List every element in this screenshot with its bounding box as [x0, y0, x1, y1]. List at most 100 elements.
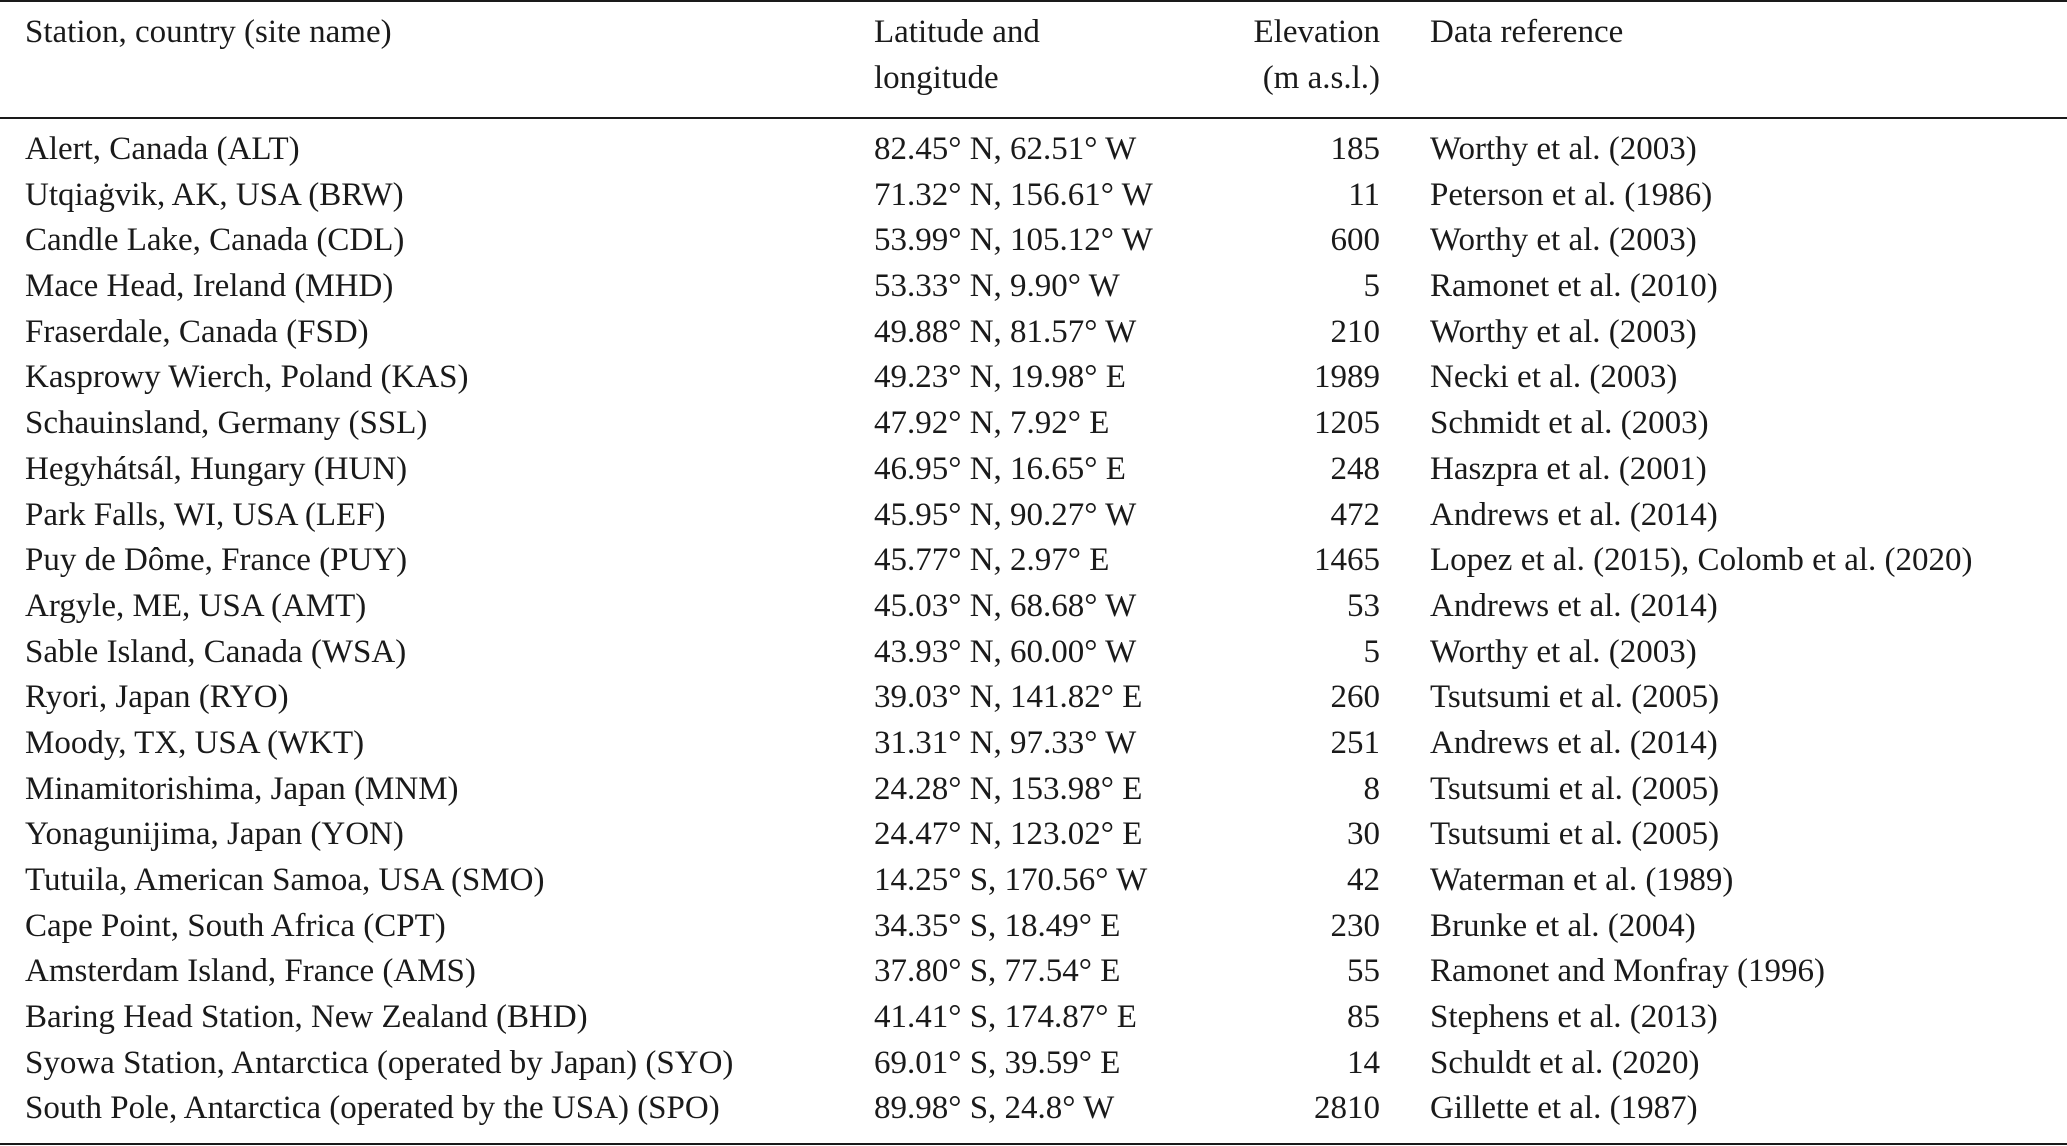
station-cell: Puy de Dôme, France (PUY)	[25, 542, 408, 579]
reference-cell: Haszpra et al. (2001)	[1430, 450, 1707, 487]
table-row: Minamitorishima, Japan (MNM) 24.28° N, 15…	[0, 767, 2067, 813]
elevation-cell: 55	[1347, 953, 1380, 990]
header-reference: Data reference	[1430, 9, 2030, 55]
elevation-cell: 14	[1347, 1044, 1380, 1081]
table-row: Argyle, ME, USA (AMT) 45.03° N, 68.68° W 5…	[0, 584, 2067, 630]
station-cell: Alert, Canada (ALT)	[25, 131, 300, 167]
reference-cell: Brunke et al. (2004)	[1430, 907, 1696, 944]
table-body: Alert, Canada (ALT) 82.45° N, 62.51° W 185…	[0, 127, 2067, 1132]
table-bottom-rule	[0, 1143, 2067, 1145]
elevation-cell: 1205	[1314, 405, 1380, 442]
station-cell: Candle Lake, Canada (CDL)	[25, 222, 405, 259]
station-cell: Amsterdam Island, France (AMS)	[25, 953, 476, 990]
latlon-cell: 82.45° N, 62.51° W	[874, 131, 1137, 167]
reference-cell: Tsutsumi et al. (2005)	[1430, 679, 1720, 716]
reference-cell: Tsutsumi et al. (2005)	[1430, 770, 1720, 807]
station-cell: Sable Island, Canada (WSA)	[25, 633, 407, 670]
header-station: Station, country (site name)	[25, 9, 845, 55]
table-row: Alert, Canada (ALT) 82.45° N, 62.51° W 185…	[0, 127, 2067, 173]
latlon-cell: 69.01° S, 39.59° E	[874, 1044, 1121, 1081]
elevation-cell: 8	[1363, 770, 1381, 807]
station-cell: Fraserdale, Canada (FSD)	[25, 313, 369, 350]
table-row: South Pole, Antarctica (operated by the …	[0, 1086, 2067, 1132]
reference-cell: Tsutsumi et al. (2005)	[1430, 816, 1720, 853]
elevation-cell: 230	[1330, 907, 1381, 944]
latlon-cell: 71.32° N, 156.61° W	[874, 176, 1153, 213]
table-row: Candle Lake, Canada (CDL) 53.99° N, 105.1…	[0, 218, 2067, 264]
latlon-cell: 89.98° S, 24.8° W	[874, 1090, 1115, 1127]
reference-cell: Gillette et al. (1987)	[1430, 1090, 1698, 1127]
station-cell: Kasprowy Wierch, Poland (KAS)	[25, 359, 469, 396]
elevation-cell: 251	[1330, 724, 1381, 761]
station-cell: Schauinsland, Germany (SSL)	[25, 405, 428, 442]
reference-cell: Andrews et al. (2014)	[1430, 587, 1718, 624]
reference-cell: Worthy et al. (2003)	[1430, 222, 1697, 259]
reference-cell: Lopez et al. (2015), Colomb et al. (2020…	[1430, 542, 1973, 579]
reference-cell: Andrews et al. (2014)	[1430, 496, 1718, 533]
reference-cell: Stephens et al. (2013)	[1430, 999, 1718, 1036]
reference-cell: Necki et al. (2003)	[1430, 359, 1678, 396]
table-header-rule	[0, 117, 2067, 119]
elevation-cell: 30	[1347, 816, 1380, 853]
table-row: Mace Head, Ireland (MHD) 53.33° N, 9.90° …	[0, 264, 2067, 310]
header-latlon-line1: Latitude and	[874, 14, 1040, 50]
station-cell: Yonagunijima, Japan (YON)	[25, 816, 404, 853]
table-row: Moody, TX, USA (WKT) 31.31° N, 97.33° W 25…	[0, 721, 2067, 767]
reference-cell: Ramonet and Monfray (1996)	[1430, 953, 1825, 990]
header-reference-label: Data reference	[1430, 14, 1624, 50]
station-cell: Syowa Station, Antarctica (operated by J…	[25, 1044, 734, 1081]
table-row: Syowa Station, Antarctica (operated by J…	[0, 1041, 2067, 1087]
table-row: Hegyhátsál, Hungary (HUN) 46.95° N, 16.65…	[0, 447, 2067, 493]
table-row: Baring Head Station, New Zealand (BHD) 41…	[0, 995, 2067, 1041]
latlon-cell: 41.41° S, 174.87° E	[874, 999, 1137, 1036]
reference-cell: Schmidt et al. (2003)	[1430, 405, 1709, 442]
latlon-cell: 49.23° N, 19.98° E	[874, 359, 1126, 396]
table-row: Utqiaġvik, AK, USA (BRW) 71.32° N, 156.61…	[0, 173, 2067, 219]
table-row: Amsterdam Island, France (AMS) 37.80° S, …	[0, 949, 2067, 995]
latlon-cell: 39.03° N, 141.82° E	[874, 679, 1143, 716]
elevation-cell: 1989	[1314, 359, 1380, 396]
latlon-cell: 47.92° N, 7.92° E	[874, 405, 1110, 442]
latlon-cell: 45.77° N, 2.97° E	[874, 542, 1110, 579]
header-station-label: Station, country (site name)	[25, 14, 392, 50]
station-cell: Minamitorishima, Japan (MNM)	[25, 770, 459, 807]
latlon-cell: 24.47° N, 123.02° E	[874, 816, 1143, 853]
elevation-cell: 1465	[1314, 542, 1380, 579]
header-elevation-line1: Elevation	[1253, 14, 1380, 50]
reference-cell: Worthy et al. (2003)	[1430, 633, 1697, 670]
station-cell: South Pole, Antarctica (operated by the …	[25, 1090, 720, 1127]
station-cell: Ryori, Japan (RYO)	[25, 679, 289, 716]
latlon-cell: 14.25° S, 170.56° W	[874, 862, 1148, 898]
table-row: Schauinsland, Germany (SSL) 47.92° N, 7.9…	[0, 401, 2067, 447]
table-row: Tutuila, American Samoa, USA (SMO) 14.25°…	[0, 858, 2067, 904]
elevation-cell: 248	[1330, 450, 1381, 487]
table-row: Ryori, Japan (RYO) 39.03° N, 141.82° E 260…	[0, 675, 2067, 721]
elevation-cell: 2810	[1314, 1090, 1380, 1127]
reference-cell: Waterman et al. (1989)	[1430, 862, 1734, 898]
latlon-cell: 45.03° N, 68.68° W	[874, 587, 1137, 624]
station-cell: Hegyhátsál, Hungary (HUN)	[25, 450, 408, 487]
station-cell: Baring Head Station, New Zealand (BHD)	[25, 999, 588, 1036]
latlon-cell: 37.80° S, 77.54° E	[874, 953, 1121, 990]
table-row: Fraserdale, Canada (FSD) 49.88° N, 81.57°…	[0, 310, 2067, 356]
elevation-cell: 5	[1363, 268, 1381, 305]
elevation-cell: 53	[1347, 587, 1380, 624]
table-row: Kasprowy Wierch, Poland (KAS) 49.23° N, 1…	[0, 355, 2067, 401]
table-row: Yonagunijima, Japan (YON) 24.47° N, 123.0…	[0, 812, 2067, 858]
elevation-cell: 42	[1347, 862, 1380, 898]
latlon-cell: 45.95° N, 90.27° W	[874, 496, 1137, 533]
latlon-cell: 46.95° N, 16.65° E	[874, 450, 1126, 487]
header-elevation: Elevation (m a.s.l.)	[1180, 9, 1380, 101]
station-cell: Argyle, ME, USA (AMT)	[25, 587, 367, 624]
elevation-cell: 185	[1330, 131, 1381, 167]
table-row: Puy de Dôme, France (PUY) 45.77° N, 2.97°…	[0, 538, 2067, 584]
latlon-cell: 53.99° N, 105.12° W	[874, 222, 1153, 259]
table-top-rule	[0, 0, 2067, 2]
elevation-cell: 5	[1363, 633, 1381, 670]
elevation-cell: 11	[1348, 176, 1380, 213]
latlon-cell: 24.28° N, 153.98° E	[874, 770, 1143, 807]
station-cell: Utqiaġvik, AK, USA (BRW)	[25, 176, 404, 213]
reference-cell: Andrews et al. (2014)	[1430, 724, 1718, 761]
station-cell: Tutuila, American Samoa, USA (SMO)	[25, 862, 545, 898]
header-elevation-line2: (m a.s.l.)	[1262, 60, 1380, 96]
